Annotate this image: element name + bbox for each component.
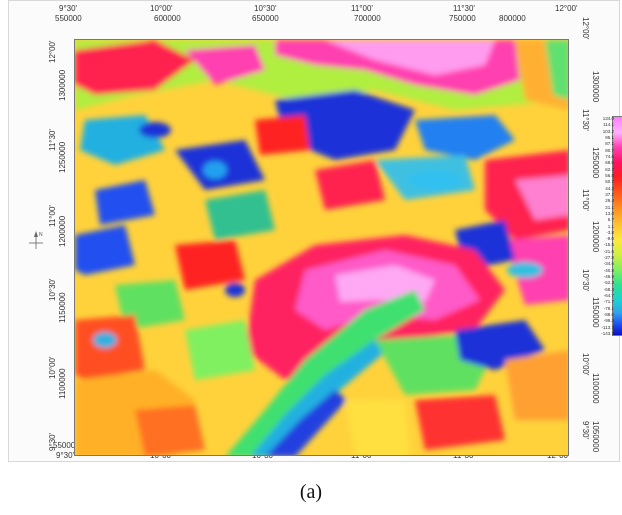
legend-value-label: 6.7 xyxy=(607,217,614,223)
legend-value-label: -40.8 xyxy=(603,267,614,273)
figure-caption: (a) xyxy=(299,481,323,503)
north-arrow-icon: N xyxy=(29,231,43,249)
top-lon-label: 10°00' xyxy=(150,4,173,13)
right-lat-label: 10°00' xyxy=(581,353,590,376)
top-lon-label: 9°30' xyxy=(59,4,78,13)
map-frame: 9°30' 10°00' 10°30' 11°00' 11°30' 12°00'… xyxy=(8,0,622,462)
legend-value-label: -9.0 xyxy=(606,236,614,242)
right-lat-label: 11°30' xyxy=(581,109,590,131)
legend-value-label: -46.9 xyxy=(603,274,614,280)
legend-value-label: -88.6 xyxy=(603,312,614,318)
right-lat-label: 11°00' xyxy=(581,189,590,211)
top-easting-label: 750000 xyxy=(449,14,476,23)
magnetic-anomaly-map xyxy=(74,39,569,456)
legend-value-label: 50.7 xyxy=(605,179,614,185)
legend-value-label: 80.7 xyxy=(605,147,614,153)
legend-labels: 134.0 114.1 103.2 95.1 87.1 80.7 74.6 68.6 62.7 5… xyxy=(592,116,614,337)
legend-value-label: -79.1 xyxy=(603,305,614,311)
legend-value-label: -3.8 xyxy=(606,229,614,235)
top-lon-label: 12°00' xyxy=(555,4,578,13)
top-lon-label: 11°30' xyxy=(453,4,475,13)
legend-value-label: -58.3 xyxy=(603,286,614,292)
legend-value-label: -99.3 xyxy=(603,318,614,324)
legend-value-label: -34.6 xyxy=(603,261,614,267)
top-easting-label: 800000 xyxy=(499,14,526,23)
left-northing-label: 1300000 xyxy=(58,69,67,101)
legend-value-label: 1.1 xyxy=(607,223,614,229)
left-northing-label: 1100000 xyxy=(58,368,67,399)
right-northing-label: 1100000 xyxy=(591,373,600,404)
legend-value-label: 21.1 xyxy=(605,204,614,210)
bottom-lon-label: 9°30' xyxy=(56,451,75,460)
legend-value-label: 13.0 xyxy=(605,210,614,216)
right-lat-label: 9°30' xyxy=(581,421,590,440)
legend-value-label: 68.6 xyxy=(605,160,614,166)
legend-value-label: 56.8 xyxy=(605,172,614,178)
legend-value-label: -21.6 xyxy=(603,248,614,254)
legend-value-label: -52.3 xyxy=(603,280,614,286)
bottom-easting-label: 550000 xyxy=(53,441,80,450)
left-northing-label: 1200000 xyxy=(58,215,67,247)
top-easting-label: 600000 xyxy=(154,14,181,23)
left-lat-label: 11°00' xyxy=(48,205,57,227)
legend-value-label: -27.8 xyxy=(603,255,614,261)
legend-value-label: -71.7 xyxy=(603,299,614,305)
left-northing-label: 1150000 xyxy=(58,292,67,323)
legend-value-label: 74.6 xyxy=(605,153,614,159)
legend-value-label: 114.1 xyxy=(603,122,614,128)
legend-value-label: 103.2 xyxy=(602,128,614,134)
left-northing-label: 1250000 xyxy=(58,141,67,173)
legend-value-label: -15.5 xyxy=(603,242,614,248)
top-easting-label: 550000 xyxy=(55,14,82,23)
legend-value-label: 95.1 xyxy=(605,134,614,140)
top-easting-label: 650000 xyxy=(252,14,279,23)
legend-value-label: 134.0 xyxy=(602,116,614,121)
legend-value-label: 87.1 xyxy=(605,141,614,147)
legend-value-label: 37.2 xyxy=(605,191,614,197)
top-easting-label: 700000 xyxy=(354,14,381,23)
right-lat-label: 12°00' xyxy=(581,17,590,40)
left-lat-label: 10°30' xyxy=(48,278,57,301)
north-label: N xyxy=(39,232,43,238)
right-northing-label: 1050000 xyxy=(591,421,600,453)
top-lon-label: 10°30' xyxy=(254,4,277,13)
left-lat-label: 12°00' xyxy=(48,40,57,63)
anomaly-raster xyxy=(75,40,568,455)
left-lat-label: 10°00' xyxy=(48,356,57,379)
legend-value-label: 62.7 xyxy=(605,166,614,172)
right-northing-label: 1300000 xyxy=(591,71,600,103)
legend-value-label: 29.4 xyxy=(605,198,614,204)
top-lon-label: 11°00' xyxy=(351,4,373,13)
legend-value-label: 44.3 xyxy=(605,185,614,191)
legend-value-label: -64.7 xyxy=(603,293,614,299)
legend-value-label: -143.7 xyxy=(601,331,614,336)
left-lat-label: 11°30' xyxy=(48,129,57,151)
legend-value-label: -113.7 xyxy=(601,324,614,330)
color-scale-bar xyxy=(612,116,622,336)
right-lat-label: 10°30' xyxy=(581,269,590,292)
left-lat-label: 9°30' xyxy=(48,432,57,451)
